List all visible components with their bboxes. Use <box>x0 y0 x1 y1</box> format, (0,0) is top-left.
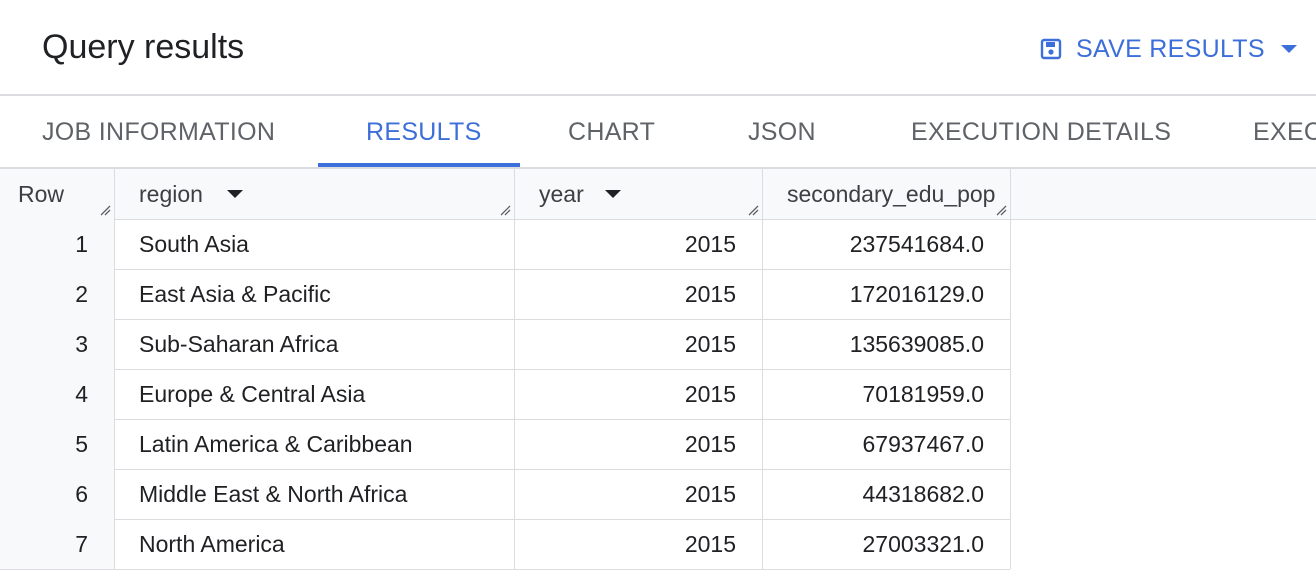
column-label: secondary_edu_pop <box>787 181 996 207</box>
year-cell: 2015 <box>515 369 763 419</box>
year-cell: 2015 <box>515 219 763 269</box>
column-header-region[interactable]: region <box>115 169 515 219</box>
year-cell: 2015 <box>515 419 763 469</box>
tab-json[interactable]: JSON <box>748 118 816 146</box>
region-cell: East Asia & Pacific <box>115 269 515 319</box>
table-row[interactable]: 6 Middle East & North Africa 2015 443186… <box>0 469 1011 520</box>
sort-caret-icon[interactable] <box>227 190 243 198</box>
table-row[interactable]: 5 Latin America & Caribbean 2015 6793746… <box>0 419 1011 470</box>
year-cell: 2015 <box>515 519 763 569</box>
region-cell: Sub-Saharan Africa <box>115 319 515 369</box>
column-label: region <box>139 181 203 207</box>
tab-execution-details[interactable]: EXECUTION DETAILS <box>911 118 1172 146</box>
header-divider <box>0 94 1316 96</box>
row-number: 3 <box>0 319 115 369</box>
secondary-edu-pop-cell: 70181959.0 <box>763 369 1011 419</box>
table-header-row: Row region year secondary_edu_pop <box>0 169 1316 220</box>
tab-execution-graph[interactable]: EXEC <box>1253 118 1316 146</box>
table-row[interactable]: 7 North America 2015 27003321.0 <box>0 519 1011 570</box>
save-results-button[interactable]: SAVE RESULTS <box>1040 32 1297 66</box>
table-row[interactable]: 2 East Asia & Pacific 2015 172016129.0 <box>0 269 1011 320</box>
row-number: 7 <box>0 519 115 569</box>
floppy-disk-icon <box>1040 38 1062 60</box>
results-header: Query results SAVE RESULTS <box>0 0 1316 95</box>
tab-results[interactable]: RESULTS <box>366 118 482 146</box>
column-label: Row <box>18 181 65 207</box>
region-cell: Middle East & North Africa <box>115 469 515 519</box>
caret-down-icon[interactable] <box>1280 45 1297 53</box>
column-header-secondary-edu-pop[interactable]: secondary_edu_pop <box>763 169 1011 219</box>
region-cell: Latin America & Caribbean <box>115 419 515 469</box>
column-header-row: Row <box>0 169 115 219</box>
resize-handle-icon[interactable] <box>995 204 1007 216</box>
region-cell: Europe & Central Asia <box>115 369 515 419</box>
row-number: 2 <box>0 269 115 319</box>
table-row[interactable]: 1 South Asia 2015 237541684.0 <box>0 219 1011 270</box>
tabs-divider <box>0 167 1316 169</box>
row-number: 5 <box>0 419 115 469</box>
column-label: year <box>539 181 584 207</box>
row-number: 4 <box>0 369 115 419</box>
table-row[interactable]: 3 Sub-Saharan Africa 2015 135639085.0 <box>0 319 1011 370</box>
secondary-edu-pop-cell: 172016129.0 <box>763 269 1011 319</box>
table-row[interactable]: 4 Europe & Central Asia 2015 70181959.0 <box>0 369 1011 420</box>
sort-caret-icon[interactable] <box>605 190 621 198</box>
secondary-edu-pop-cell: 67937467.0 <box>763 419 1011 469</box>
row-number: 1 <box>0 219 115 269</box>
results-table: Row region year secondary_edu_pop 1 Sout… <box>0 169 1316 588</box>
secondary-edu-pop-cell: 44318682.0 <box>763 469 1011 519</box>
tab-job-information[interactable]: JOB INFORMATION <box>42 118 276 146</box>
results-tabs: JOB INFORMATION RESULTS CHART JSON EXECU… <box>0 96 1316 168</box>
save-results-label: SAVE RESULTS <box>1076 35 1265 63</box>
page-title: Query results <box>42 28 245 66</box>
secondary-edu-pop-cell: 135639085.0 <box>763 319 1011 369</box>
row-number: 6 <box>0 469 115 519</box>
year-cell: 2015 <box>515 319 763 369</box>
secondary-edu-pop-cell: 27003321.0 <box>763 519 1011 569</box>
region-cell: North America <box>115 519 515 569</box>
tab-chart[interactable]: CHART <box>568 118 656 146</box>
year-cell: 2015 <box>515 269 763 319</box>
resize-handle-icon[interactable] <box>99 204 111 216</box>
resize-handle-icon[interactable] <box>747 204 759 216</box>
year-cell: 2015 <box>515 469 763 519</box>
active-tab-indicator <box>318 163 520 167</box>
column-header-year[interactable]: year <box>515 169 763 219</box>
resize-handle-icon[interactable] <box>499 204 511 216</box>
region-cell: South Asia <box>115 219 515 269</box>
secondary-edu-pop-cell: 237541684.0 <box>763 219 1011 269</box>
